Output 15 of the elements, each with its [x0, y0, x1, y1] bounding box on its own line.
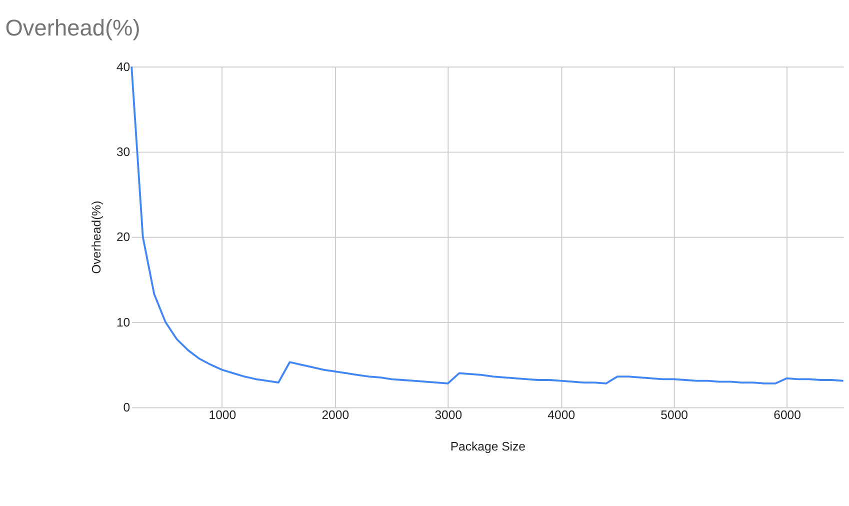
x-tick-label: 3000 — [434, 408, 462, 422]
x-tick-label: 5000 — [660, 408, 688, 422]
y-tick-label: 0 — [123, 400, 130, 415]
line-series — [130, 66, 844, 384]
y-tick-label: 40 — [116, 60, 130, 74]
chart-title: Overhead(%) — [5, 14, 140, 40]
y-tick-label: 20 — [116, 230, 130, 244]
y-axis-title: Overhead(%) — [89, 200, 104, 274]
y-tick-label: 30 — [116, 144, 130, 159]
x-tick-label: 6000 — [774, 408, 802, 422]
x-tick-label: 2000 — [322, 408, 350, 422]
y-tick-label: 10 — [116, 315, 130, 330]
x-tick-label: 4000 — [548, 408, 576, 422]
x-axis-title: Package Size — [450, 439, 526, 454]
x-tick-label: 1000 — [208, 408, 236, 422]
